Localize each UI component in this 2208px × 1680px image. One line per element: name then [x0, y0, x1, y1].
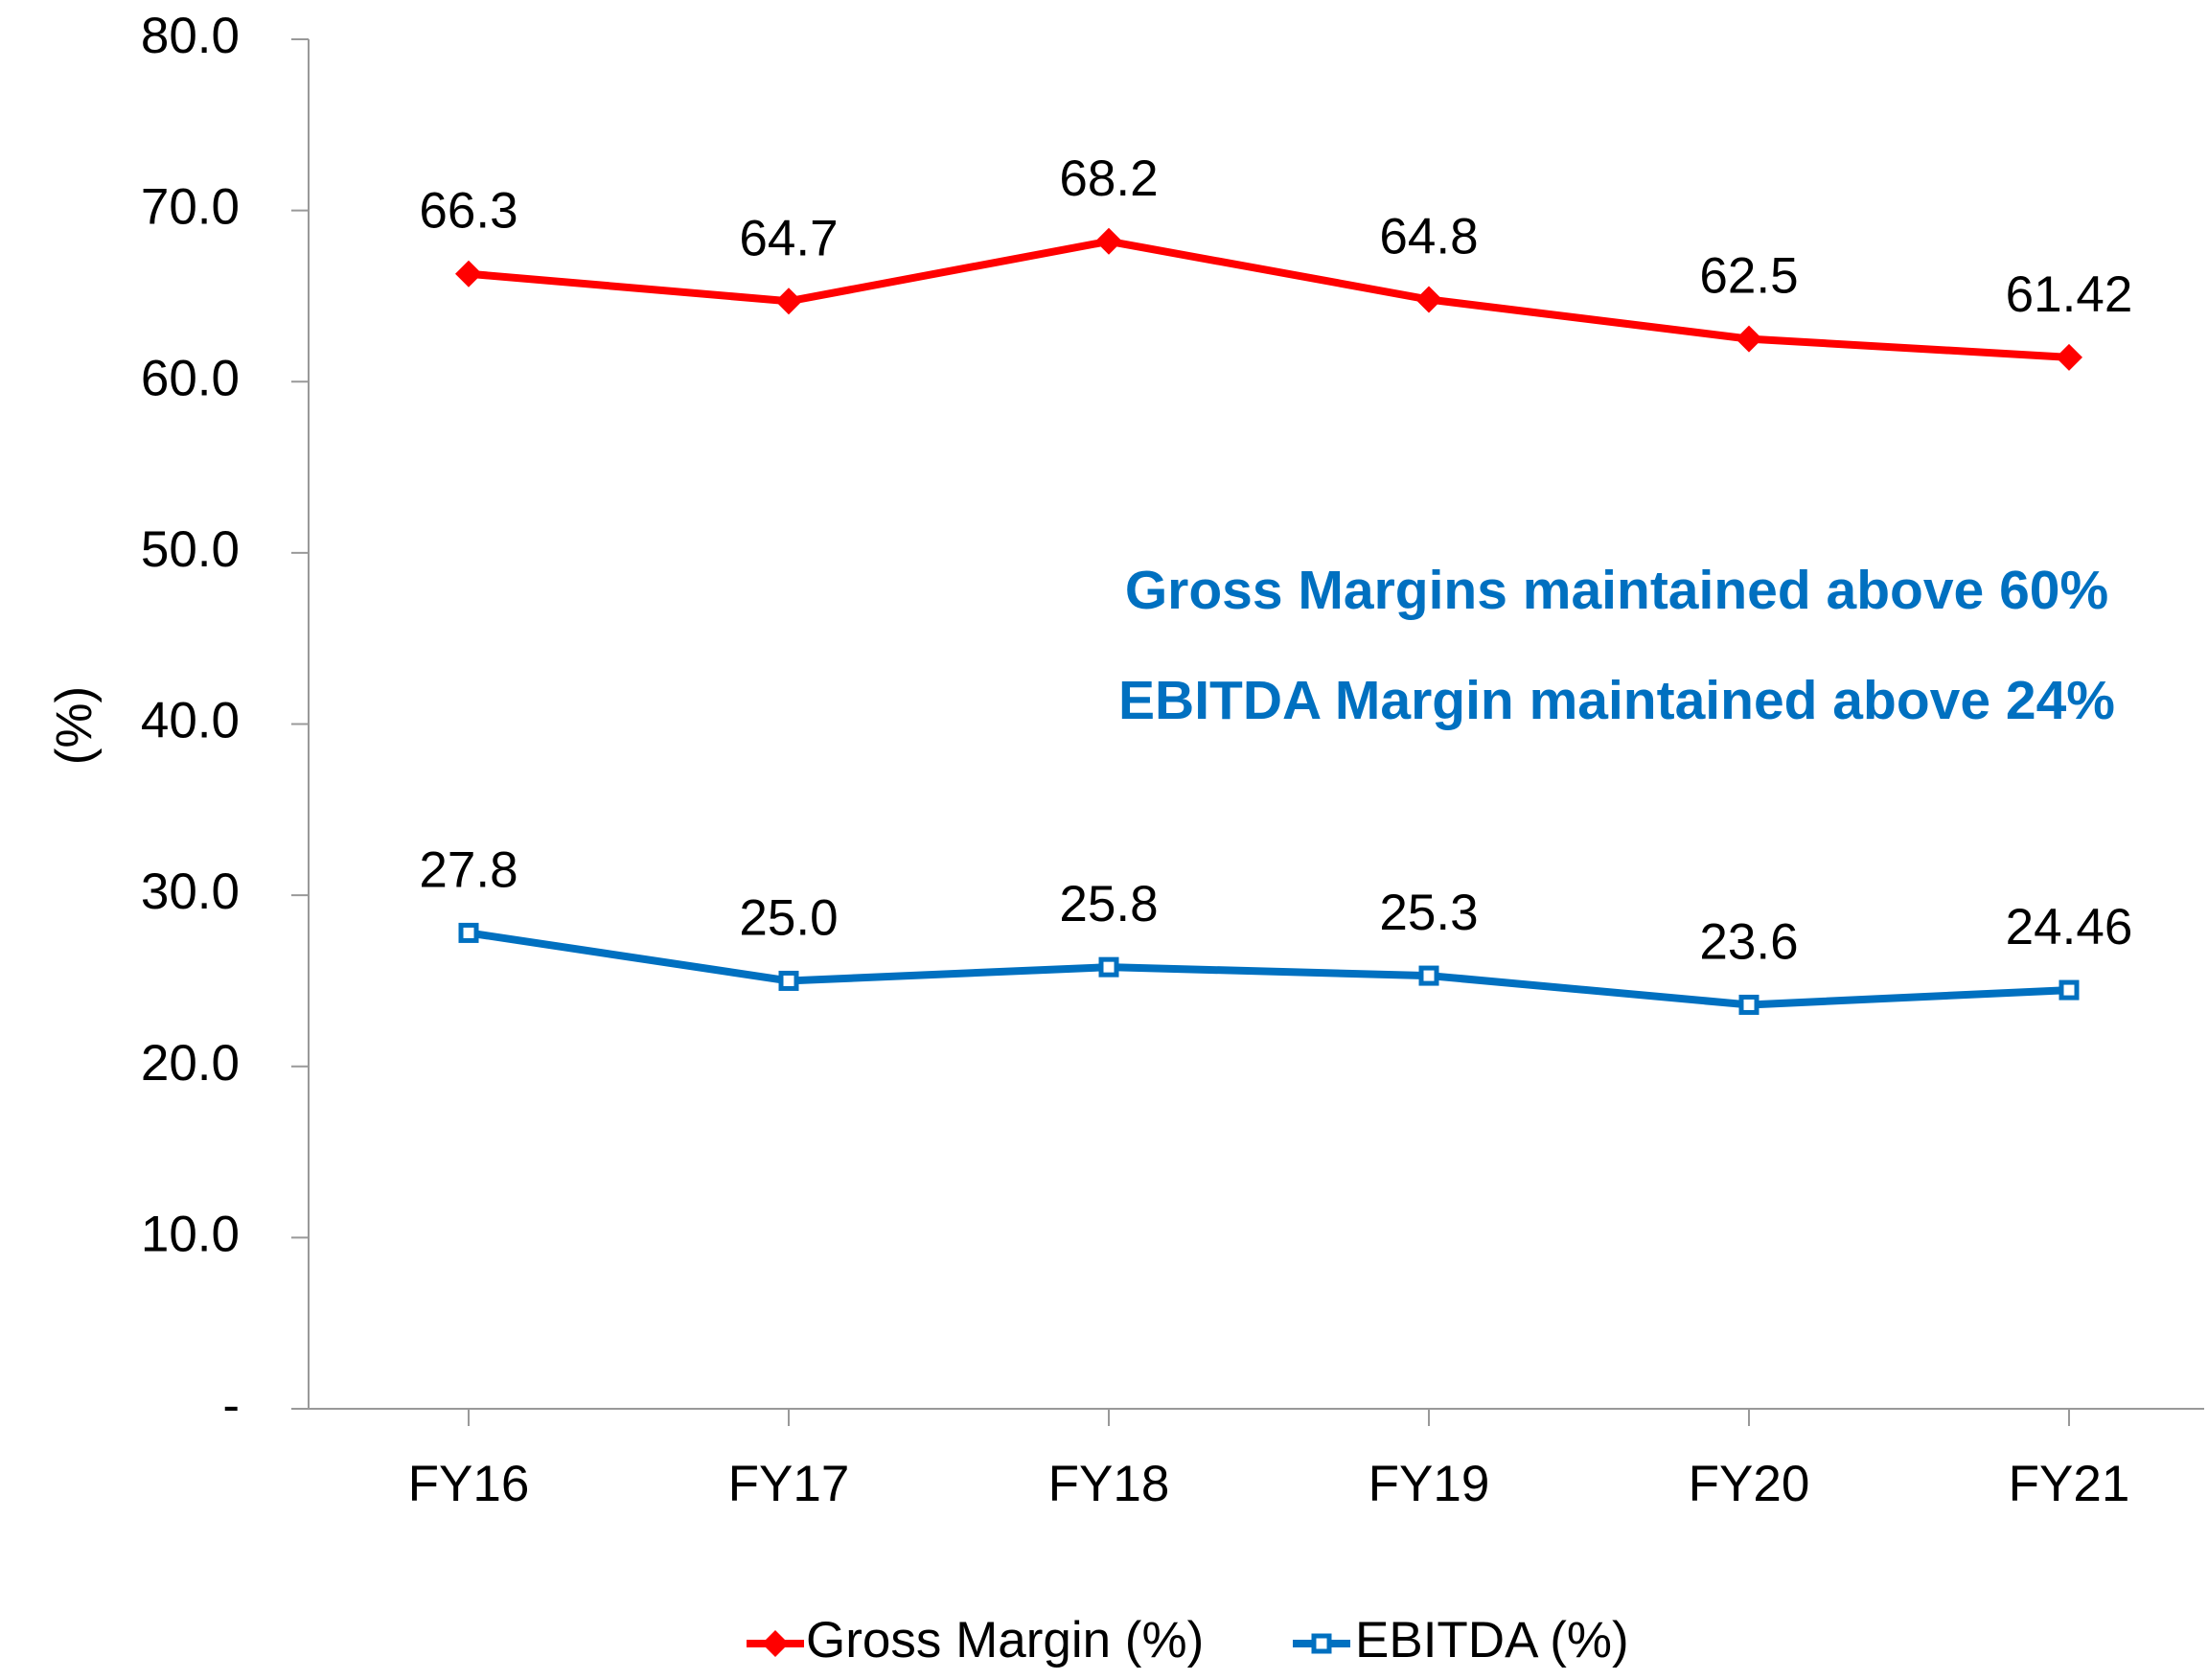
point [1415, 286, 1442, 313]
legend-label: EBITDA (%) [1355, 1612, 1629, 1668]
point [1095, 227, 1122, 255]
data-label: 25.0 [739, 889, 838, 946]
x-tick-label: FY21 [2009, 1456, 2130, 1512]
series-line [468, 237, 2070, 361]
legend-marker [762, 1630, 789, 1657]
data-label: 66.3 [419, 183, 518, 240]
x-tick-label: FY16 [408, 1456, 530, 1512]
point [1736, 325, 1762, 353]
y-tick-label: 60.0 [141, 350, 240, 406]
point [1098, 956, 1119, 978]
y-axis-label: (%) [46, 686, 103, 765]
data-label: 61.42 [2006, 266, 2133, 323]
data-label: 24.46 [2006, 899, 2133, 955]
y-tick-label: 10.0 [141, 1206, 240, 1262]
point [455, 260, 482, 288]
data-label: 25.8 [1059, 876, 1158, 932]
data-label: 25.3 [1379, 885, 1478, 941]
legend-label: Gross Margin (%) [806, 1612, 1204, 1668]
y-tick-label: 30.0 [141, 863, 240, 920]
data-label: 23.6 [1699, 913, 1798, 970]
x-tick-label: FY19 [1368, 1456, 1490, 1512]
x-tick-label: FY20 [1689, 1456, 1810, 1512]
data-label: 27.8 [419, 841, 518, 898]
x-tick-label: FY17 [728, 1456, 850, 1512]
point [1418, 965, 1439, 986]
data-label: 64.8 [1379, 209, 1478, 265]
y-tick-label: - [222, 1377, 240, 1434]
y-tick-label: 80.0 [141, 8, 240, 64]
data-label: 62.5 [1699, 248, 1798, 305]
point [778, 970, 799, 991]
y-tick-label: 70.0 [141, 179, 240, 236]
annotation: EBITDA Margin maintained above 24% [1118, 670, 2115, 731]
series-line [468, 929, 2070, 1009]
annotation: Gross Margins maintained above 60% [1125, 560, 2108, 621]
data-label: 68.2 [1059, 150, 1158, 207]
y-tick-label: 40.0 [141, 693, 240, 749]
legend-marker [1311, 1633, 1332, 1654]
data-label: 64.7 [739, 210, 838, 266]
y-tick-label: 20.0 [141, 1035, 240, 1092]
x-tick-label: FY18 [1048, 1456, 1170, 1512]
point [775, 288, 802, 315]
point [2056, 343, 2082, 371]
point [2058, 979, 2080, 1001]
point [1738, 994, 1760, 1015]
y-tick-label: 50.0 [141, 521, 240, 578]
point [458, 922, 479, 943]
